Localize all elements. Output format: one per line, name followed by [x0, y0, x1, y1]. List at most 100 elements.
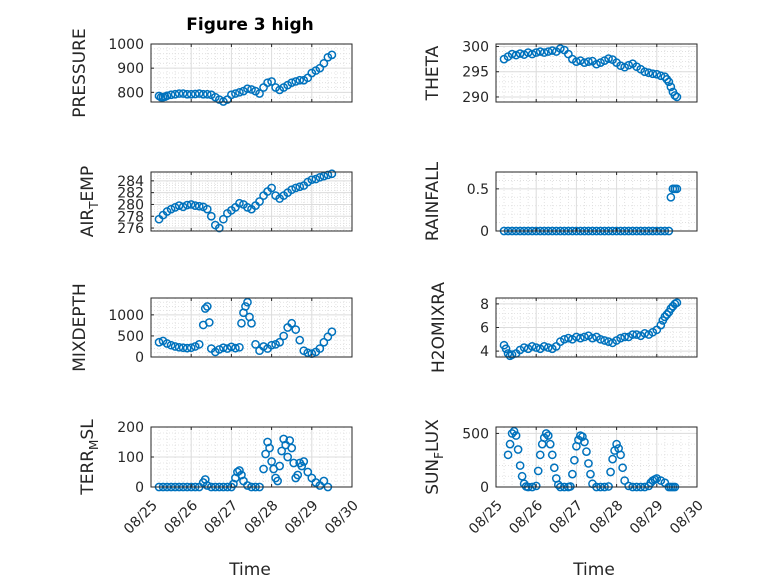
axes-box [150, 171, 353, 232]
data-point [255, 89, 264, 98]
data-point [178, 343, 188, 353]
data-series [154, 169, 337, 233]
data-point [511, 431, 521, 440]
data-point [559, 334, 569, 344]
data-point [604, 482, 613, 491]
data-point [327, 327, 337, 337]
data-point [251, 340, 260, 349]
y-tick-label: 0 [480, 480, 489, 496]
data-point [279, 331, 289, 341]
y-axis-label: AIRTEMP [78, 166, 101, 237]
data-point [662, 74, 672, 84]
y-tick-label: 282 [117, 186, 144, 202]
data-series [503, 426, 680, 492]
axes-box [150, 43, 353, 103]
y-axis-label: PRESSURE [70, 28, 90, 117]
data-point [588, 333, 597, 343]
x-tick-label: 08/26 [506, 498, 546, 538]
data-point [214, 95, 224, 104]
data-point [620, 332, 629, 342]
data-point [267, 77, 276, 86]
y-tick-label: 1000 [108, 308, 144, 324]
data-point [323, 170, 333, 180]
data-point [291, 183, 301, 193]
data-point [584, 459, 593, 468]
data-point [287, 78, 297, 88]
data-point [666, 192, 676, 202]
axes-box [150, 297, 353, 358]
data-point [315, 172, 325, 182]
data-point [672, 92, 682, 102]
data-point [265, 443, 274, 453]
data-point [604, 54, 613, 63]
data-point [255, 197, 264, 206]
data-point [572, 57, 581, 67]
y-axis-label: H2OMIXRA [429, 282, 449, 373]
data-point [231, 343, 240, 353]
data-point [243, 297, 252, 307]
subplot-h2omixra: 4 6 8 H2OMIXRA [429, 282, 698, 373]
data-point [505, 439, 515, 449]
x-tick-label: 08/27 [201, 498, 241, 538]
y-tick-label: 284 [117, 174, 144, 190]
data-point [616, 450, 625, 460]
data-point [570, 455, 579, 465]
y-tick-label: 0 [135, 480, 144, 496]
data-point [202, 302, 212, 311]
data-point [291, 77, 301, 86]
plot-area [496, 172, 697, 231]
data-point [243, 203, 252, 212]
y-tick-label: 280 [117, 197, 144, 213]
subplot-mixdepth: 0 500 1000 MIXDEPTH [70, 283, 353, 372]
data-point [327, 50, 337, 60]
axes-box [495, 426, 698, 488]
data-point [566, 482, 575, 491]
data-point [194, 89, 204, 98]
y-tick-label: 500 [117, 329, 144, 345]
subplot-theta: 290 295 300 THETA [423, 40, 698, 106]
data-point [664, 77, 674, 87]
y-tick-label: 278 [117, 209, 144, 225]
data-point [652, 69, 662, 79]
subplot-pressure: 800 900 1000 PRESSURE [70, 28, 353, 118]
subplot-sun: 0 500 SUNFLUX 08/25 08/26 08/27 08/28 08/29 08/3… [423, 419, 707, 538]
subplot-rainfall: 0 0.5 RAINFALL [423, 161, 698, 241]
data-point [297, 461, 307, 471]
plot-area [496, 427, 697, 487]
data-point [303, 467, 313, 477]
data-point [287, 318, 297, 328]
data-point [219, 214, 228, 224]
data-point [628, 330, 638, 339]
data-point [289, 458, 299, 468]
y-tick-label: 290 [462, 90, 489, 106]
data-point [235, 87, 244, 97]
y-tick-label: 900 [117, 61, 144, 77]
data-point [531, 48, 541, 57]
data-point [527, 49, 537, 59]
data-point [202, 89, 212, 99]
data-point [543, 47, 553, 56]
data-point [202, 481, 212, 490]
data-point [275, 337, 284, 347]
data-point [539, 48, 549, 57]
y-axis-label: MIXDEPTH [70, 283, 90, 372]
data-point [632, 330, 642, 339]
data-point [202, 204, 212, 214]
data-point [640, 67, 650, 77]
data-point [319, 58, 329, 68]
data-point [259, 464, 268, 474]
x-axis-label-left: Time [228, 560, 271, 580]
subplot-terr: 0 100 200 TERRMSL 08/25 08/26 08/27 08/28 08/29 0… [78, 419, 362, 538]
data-point [235, 198, 244, 208]
data-point [277, 446, 286, 456]
data-point [227, 90, 236, 100]
data-point [662, 310, 672, 319]
data-point [186, 343, 196, 353]
data-point [174, 201, 184, 210]
data-point [509, 426, 519, 436]
data-point [580, 332, 589, 342]
data-point [162, 339, 172, 348]
data-point [154, 337, 164, 347]
